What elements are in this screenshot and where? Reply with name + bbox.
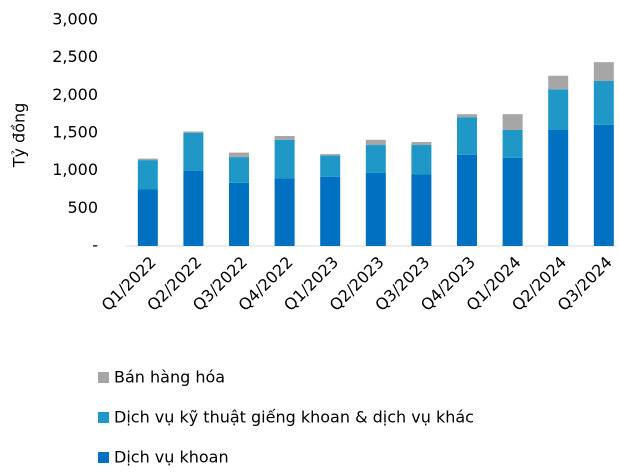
bar-segment (457, 154, 477, 246)
bar-segment (502, 129, 523, 158)
bar-segment (137, 158, 158, 161)
legend-label: Dịch vụ kỹ thuật giếng khoan & dịch vụ k… (114, 408, 474, 427)
bar-segment (137, 189, 158, 246)
bar-segment (548, 129, 569, 246)
y-tick-label: 3,000 (52, 10, 98, 29)
bar-segment (593, 81, 614, 125)
bar-segment (411, 142, 432, 146)
bar-segment (365, 145, 386, 173)
bar-segment (274, 139, 295, 179)
legend-label: Dịch vụ khoan (114, 448, 229, 467)
bar-segment (411, 145, 432, 175)
y-axis-label: Tỷ đồng (10, 103, 29, 169)
bar-segment (320, 155, 341, 177)
y-tick-label: 2,000 (52, 85, 98, 104)
bar-segment (548, 89, 569, 130)
bar-segment (229, 157, 249, 183)
bar-segment (411, 174, 432, 246)
y-tick-label: 1,500 (52, 123, 98, 142)
bar-segment (365, 172, 386, 246)
bar-segment (365, 139, 386, 146)
legend-label: Bán hàng hóa (114, 368, 225, 387)
bar-segment (502, 114, 523, 130)
bar-segment (548, 75, 569, 90)
bar-segment (320, 176, 341, 246)
legend-swatch (98, 372, 109, 383)
bar-segment (274, 136, 295, 140)
y-tick-label: 2,500 (52, 47, 98, 66)
bar-segment (457, 114, 477, 118)
bar-segment (229, 152, 249, 158)
y-tick-label: - (92, 236, 98, 255)
bar-segment (593, 62, 614, 82)
y-tick-label: 500 (67, 198, 98, 217)
legend-swatch (98, 452, 109, 463)
bar-segment (502, 157, 523, 246)
bar-segment (457, 117, 477, 155)
bar-segment (137, 160, 158, 190)
bar-segment (274, 178, 295, 246)
bar-segment (320, 154, 341, 156)
bar-segment (183, 170, 204, 246)
bar-segment (593, 124, 614, 246)
y-tick-label: 1,000 (52, 160, 98, 179)
legend-swatch (98, 412, 109, 423)
bar-segment (183, 133, 204, 171)
bar-segment (229, 182, 249, 246)
bar-segment (183, 131, 204, 133)
